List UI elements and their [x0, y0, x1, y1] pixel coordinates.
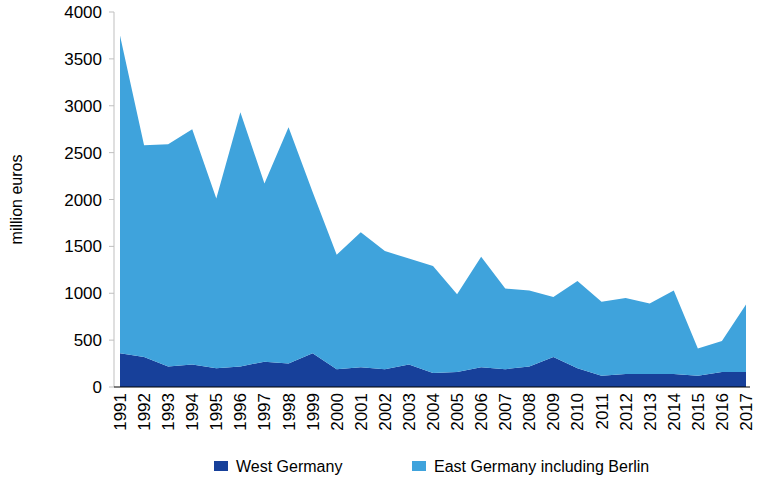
x-tick-label: 2006	[472, 393, 491, 431]
x-tick-label: 2014	[665, 393, 684, 431]
legend-label: East Germany including Berlin	[434, 458, 649, 475]
x-tick-label: 1992	[135, 393, 154, 431]
y-tick	[109, 199, 114, 200]
legend: West Germany East Germany including Berli…	[214, 458, 649, 475]
y-tick-label: 2000	[64, 191, 102, 210]
y-tick-label: 1500	[64, 237, 102, 256]
y-tick	[109, 340, 114, 341]
x-tick-label: 1998	[280, 393, 299, 431]
legend-swatch	[214, 461, 228, 471]
x-tick-label: 2002	[376, 393, 395, 431]
y-tick	[109, 105, 114, 106]
y-tick-label: 2500	[64, 144, 102, 163]
x-tick-label: 1997	[255, 393, 274, 431]
x-axis	[114, 386, 750, 387]
x-tick-label: 2009	[544, 393, 563, 431]
x-tick-label: 2000	[328, 393, 347, 431]
y-tick	[109, 387, 114, 388]
x-tick-label: 1999	[304, 393, 323, 431]
x-tick-label: 2015	[689, 393, 708, 431]
x-tick-label: 2004	[424, 393, 443, 431]
y-tick-label: 3500	[64, 50, 102, 69]
x-tick-label: 2011	[593, 393, 612, 430]
x-tick-label: 1991	[111, 393, 130, 431]
x-tick-label: 2016	[713, 393, 732, 431]
legend-label: West Germany	[236, 458, 342, 475]
x-tick-label: 2012	[617, 393, 636, 431]
chart: 0 500 1000 1500 2000 2500 3000 3500 4000 1991 1992…	[0, 0, 766, 491]
x-tick-label: 2017	[737, 393, 756, 431]
area	[120, 35, 746, 375]
y-tick-label: 4000	[64, 3, 102, 22]
x-tick-label: 1994	[183, 393, 202, 431]
y-tick	[109, 293, 114, 294]
y-tick	[109, 152, 114, 153]
areas	[120, 35, 746, 387]
x-tick-label: 2003	[400, 393, 419, 431]
y-tick	[109, 246, 114, 247]
x-tick-label: 2008	[520, 393, 539, 431]
y-tick-label: 500	[74, 331, 102, 350]
x-tick-label: 1995	[207, 393, 226, 431]
x-tick-label: 2013	[641, 393, 660, 431]
x-tick-label: 2001	[352, 393, 371, 431]
y-tick-label: 1000	[64, 284, 102, 303]
x-tick-label: 1993	[159, 393, 178, 431]
y-tick	[109, 58, 114, 59]
x-tick-label: 1996	[231, 393, 250, 431]
x-tick-label: 2010	[568, 393, 587, 431]
x-tick-label: 2007	[496, 393, 515, 431]
y-tick-label: 0	[93, 378, 102, 397]
x-tick-label: 2005	[448, 393, 467, 431]
y-tick	[109, 12, 114, 13]
y-tick-label: 3000	[64, 97, 102, 116]
legend-swatch	[412, 461, 426, 471]
y-axis-title: million euros	[8, 155, 25, 245]
